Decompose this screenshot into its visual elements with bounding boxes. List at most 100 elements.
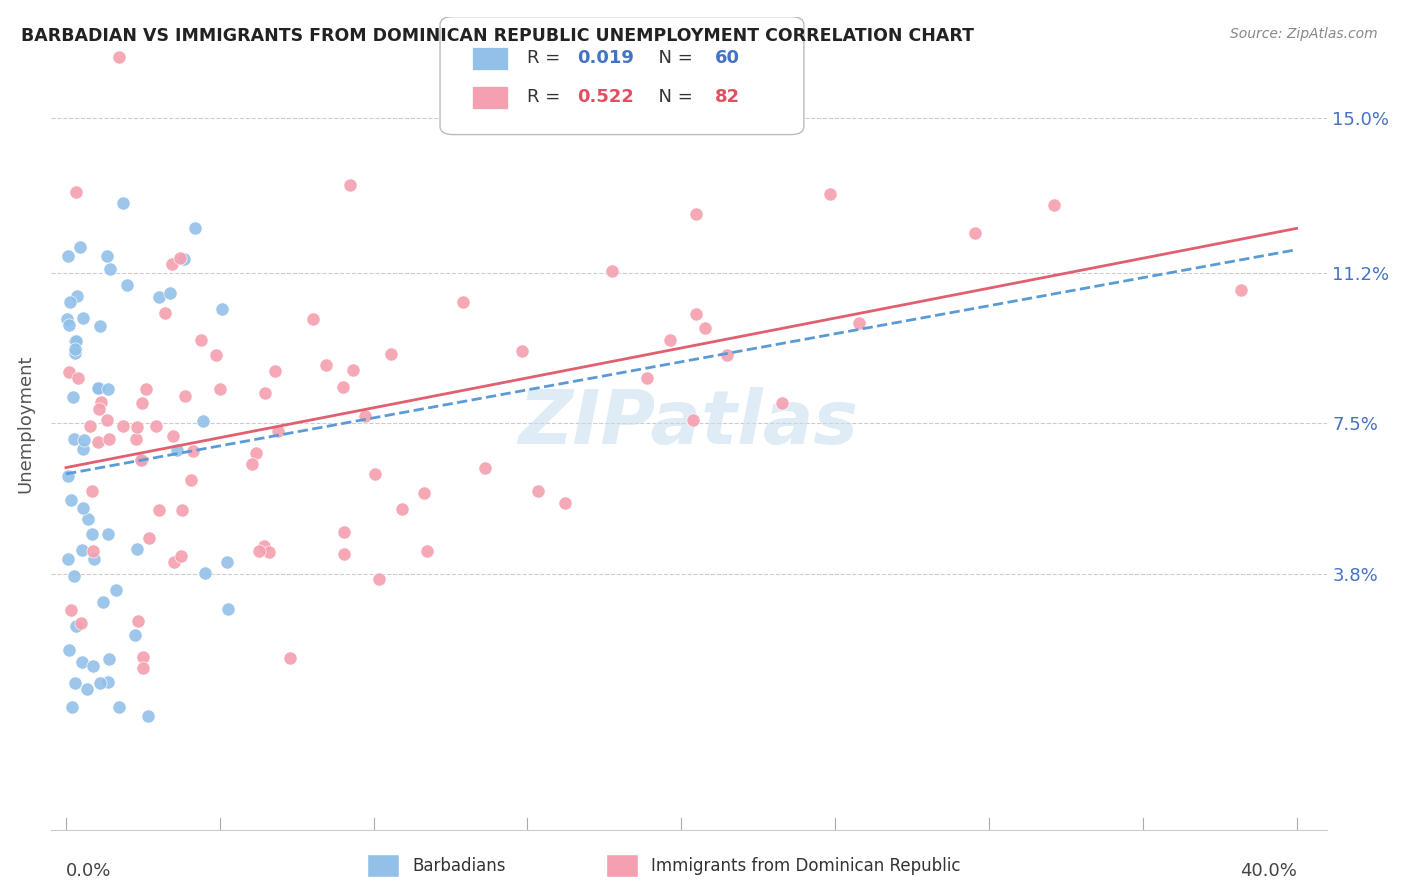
Point [63,343,86,357]
Point [253,386,276,401]
Point [416,544,439,558]
Point [86,381,108,395]
Point [56,552,79,566]
Point [59,295,82,310]
Point [217,555,239,569]
Point [160,257,183,271]
Text: N =: N = [647,49,699,67]
Point [211,302,233,317]
Point [380,346,402,360]
Point [60,700,83,714]
FancyBboxPatch shape [606,855,638,877]
Point [58,643,80,657]
Point [72,500,94,515]
Point [79,419,101,434]
Point [124,432,146,446]
Point [451,295,474,310]
Point [963,226,986,240]
Point [169,252,191,266]
Point [97,527,120,541]
Point [105,583,128,598]
Point [138,708,160,723]
Point [98,651,121,665]
Point [83,552,105,566]
Point [131,453,153,467]
Point [194,566,217,580]
Point [257,545,280,559]
Point [600,263,623,277]
Point [1043,197,1066,211]
Point [353,409,375,424]
Point [65,185,87,199]
Point [127,614,149,628]
FancyBboxPatch shape [472,46,508,70]
Point [65,334,87,348]
Point [63,432,86,446]
Point [693,321,716,335]
Point [263,364,285,378]
Point [66,289,89,303]
Point [59,603,82,617]
Point [209,382,232,396]
Point [315,358,337,372]
Point [65,334,87,348]
Point [132,649,155,664]
Point [333,524,356,539]
Point [162,428,184,442]
Point [413,486,436,500]
Point [91,595,114,609]
Point [184,221,207,235]
Point [108,50,131,64]
Point [89,380,111,394]
Point [682,413,704,427]
Point [115,278,138,293]
Point [96,249,118,263]
Point [58,318,80,332]
Point [58,365,80,379]
Point [204,348,226,362]
Point [125,541,148,556]
Point [76,682,98,697]
Point [62,390,84,404]
Point [56,249,79,263]
Point [267,424,290,438]
Point [97,382,120,396]
Point [181,444,204,458]
Point [342,363,364,377]
Point [145,418,167,433]
Point [82,658,104,673]
Point [685,207,707,221]
Point [65,345,87,359]
Point [180,473,202,487]
Point [90,394,112,409]
Point [249,544,271,558]
FancyBboxPatch shape [440,17,804,135]
Point [89,676,111,690]
Point [56,312,79,326]
Point [63,569,86,583]
Point [526,483,548,498]
Point [240,457,263,471]
Point [368,572,391,586]
Text: BARBADIAN VS IMMIGRANTS FROM DOMINICAN REPUBLIC UNEMPLOYMENT CORRELATION CHART: BARBADIAN VS IMMIGRANTS FROM DOMINICAN R… [21,27,974,45]
Point [820,186,842,201]
Point [339,178,361,193]
Point [73,433,96,447]
Text: Immigrants from Dominican Republic: Immigrants from Dominican Republic [651,856,960,875]
FancyBboxPatch shape [367,855,399,877]
Point [59,492,82,507]
Point [131,661,153,675]
Point [82,527,104,541]
Point [245,446,267,460]
Point [98,261,121,276]
Point [131,396,153,410]
Point [332,380,354,394]
Point [174,389,197,403]
Point [636,371,658,385]
Point [70,542,93,557]
Y-axis label: Unemployment: Unemployment [17,354,35,492]
Point [65,618,87,632]
Point [170,503,193,517]
Point [526,110,548,124]
Text: N =: N = [647,88,699,106]
